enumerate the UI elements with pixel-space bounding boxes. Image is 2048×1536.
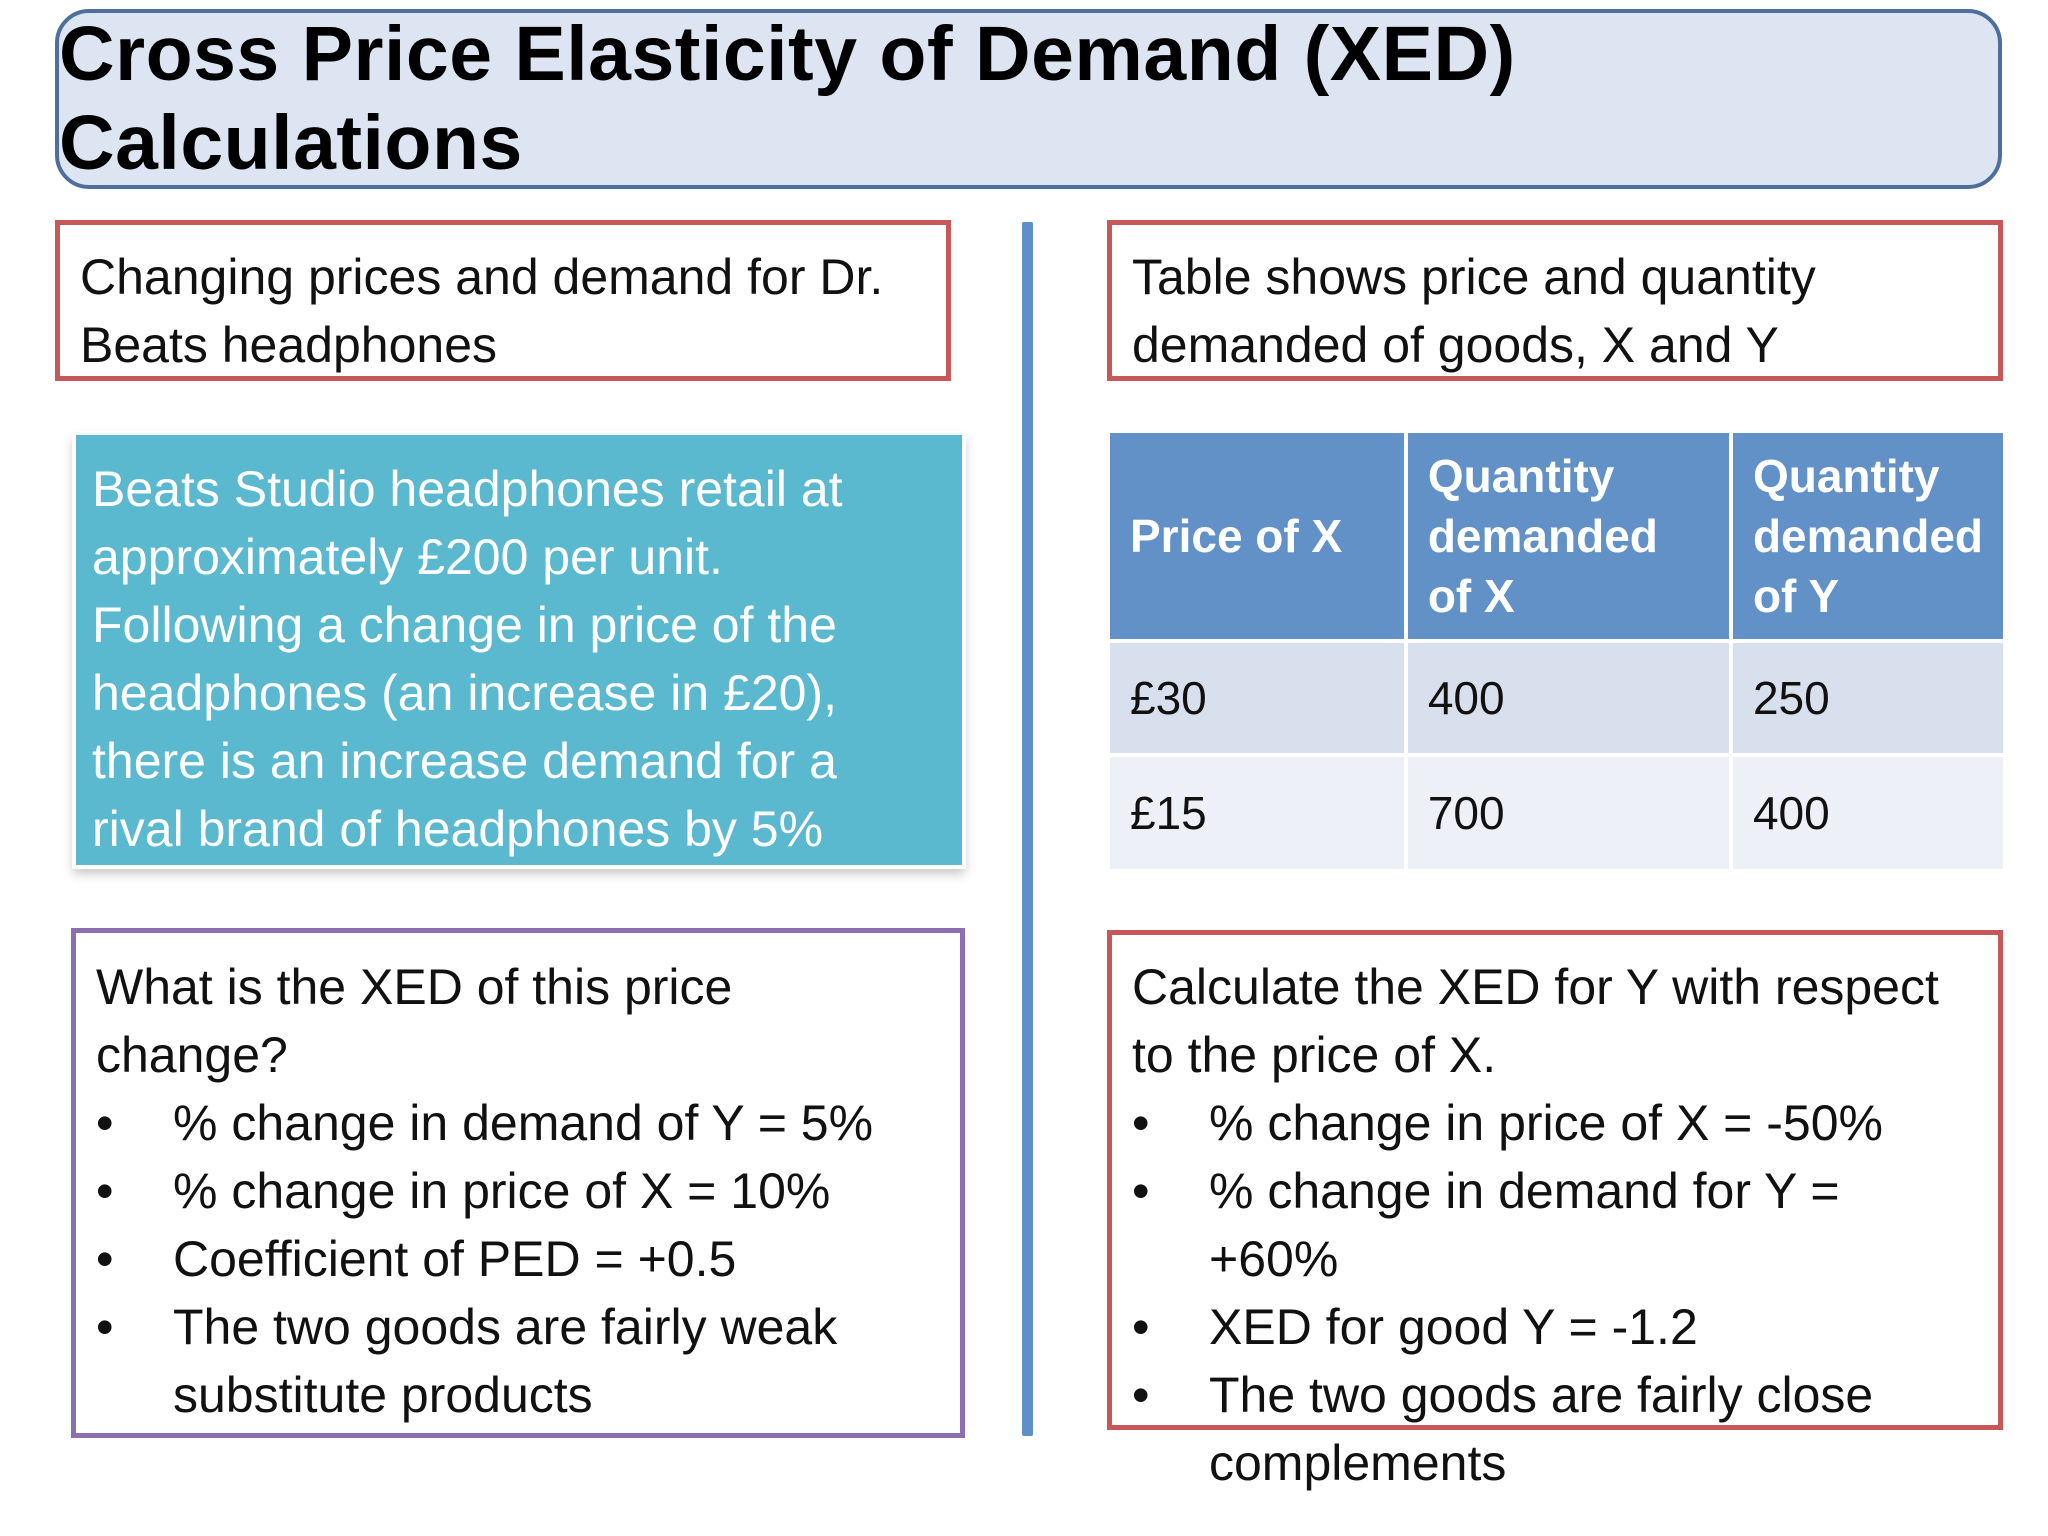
cell-price-x: £30 [1110, 639, 1408, 755]
page-title: Cross Price Elasticity of Demand (XED) C… [59, 11, 1516, 186]
right-answer-list: •% change in price of X = -50% •% change… [1132, 1089, 1978, 1497]
cell-quantity-x: 700 [1405, 753, 1733, 869]
table-header-row: Price of X Quantity demanded of X Quantity… [1110, 433, 2003, 641]
right-heading-line-2: demanded of goods, X and Y [1132, 317, 1779, 373]
scenario-line-4: headphones (an increase in £20), [92, 665, 837, 721]
column-divider [1022, 222, 1033, 1436]
bullet: • [1132, 1299, 1150, 1355]
left-heading-line-1: Changing prices and demand for Dr. [80, 249, 884, 305]
scenario-line-1: Beats Studio headphones retail at [92, 461, 843, 517]
scenario-line-5: there is an increase demand for a [92, 733, 837, 789]
right-answer-item: •% change in price of X = -50% [1132, 1089, 1978, 1157]
left-answer-item: • Coefficient of PED = +0.5 [96, 1225, 940, 1293]
title-banner: Cross Price Elasticity of Demand (XED) C… [55, 9, 2002, 189]
left-answer-item: •% change in price of X = 10% [96, 1157, 940, 1225]
bullet: • [1132, 1163, 1150, 1219]
right-answer-item: • The two goods are fairly close complemen… [1132, 1361, 1978, 1497]
cell-quantity-y: 250 [1730, 639, 2003, 755]
left-answer-item: • The two goods are fairly weak substitute… [96, 1293, 940, 1429]
right-answer-item: • XED for good Y = -1.2 [1132, 1293, 1978, 1361]
bullet: • [96, 1163, 114, 1219]
header-quantity-x: Quantity demanded of X [1405, 433, 1733, 641]
left-heading-line-2: Beats headphones [80, 317, 498, 373]
price-quantity-table: Price of X Quantity demanded of X Quantity… [1110, 433, 2003, 869]
scenario-line-2: approximately £200 per unit. [92, 529, 723, 585]
left-answer-item: •% change in demand of Y = 5% [96, 1089, 940, 1157]
left-answer-list: •% change in demand of Y = 5% •% change … [96, 1089, 940, 1429]
bullet: • [96, 1095, 114, 1151]
left-question-box: What is the XED of this price change? •%… [71, 928, 965, 1438]
right-question-line-1: Calculate the XED for Y with respect [1132, 959, 1939, 1015]
bullet: • [1132, 1095, 1150, 1151]
scenario-line-3: Following a change in price of the [92, 597, 837, 653]
cell-quantity-y: 400 [1730, 753, 2003, 869]
header-quantity-y: Quantity demanded of Y [1730, 433, 2003, 641]
bullet: • [1132, 1367, 1150, 1423]
bullet: • [96, 1299, 114, 1355]
left-question-line-2: change? [96, 1027, 288, 1083]
table-row: £15 700 400 [1110, 753, 2003, 869]
table-row: £30 400 250 [1110, 639, 2003, 755]
left-question-line-1: What is the XED of this price [96, 959, 733, 1015]
right-question-line-2: to the price of X. [1132, 1027, 1497, 1083]
bullet: • [96, 1231, 114, 1287]
left-heading-box: Changing prices and demand for Dr. Beats… [55, 220, 951, 381]
right-heading-line-1: Table shows price and quantity [1132, 249, 1816, 305]
header-price-x: Price of X [1110, 433, 1408, 641]
cell-price-x: £15 [1110, 753, 1408, 869]
right-heading-box: Table shows price and quantity demanded … [1107, 220, 2003, 381]
right-question-box: Calculate the XED for Y with respect to … [1107, 930, 2003, 1491]
scenario-line-6: rival brand of headphones by 5% [92, 801, 824, 857]
right-answer-item: •% change in demand for Y = +60% [1132, 1157, 1978, 1293]
cell-quantity-x: 400 [1405, 639, 1733, 755]
scenario-box: Beats Studio headphones retail at approx… [76, 435, 962, 865]
